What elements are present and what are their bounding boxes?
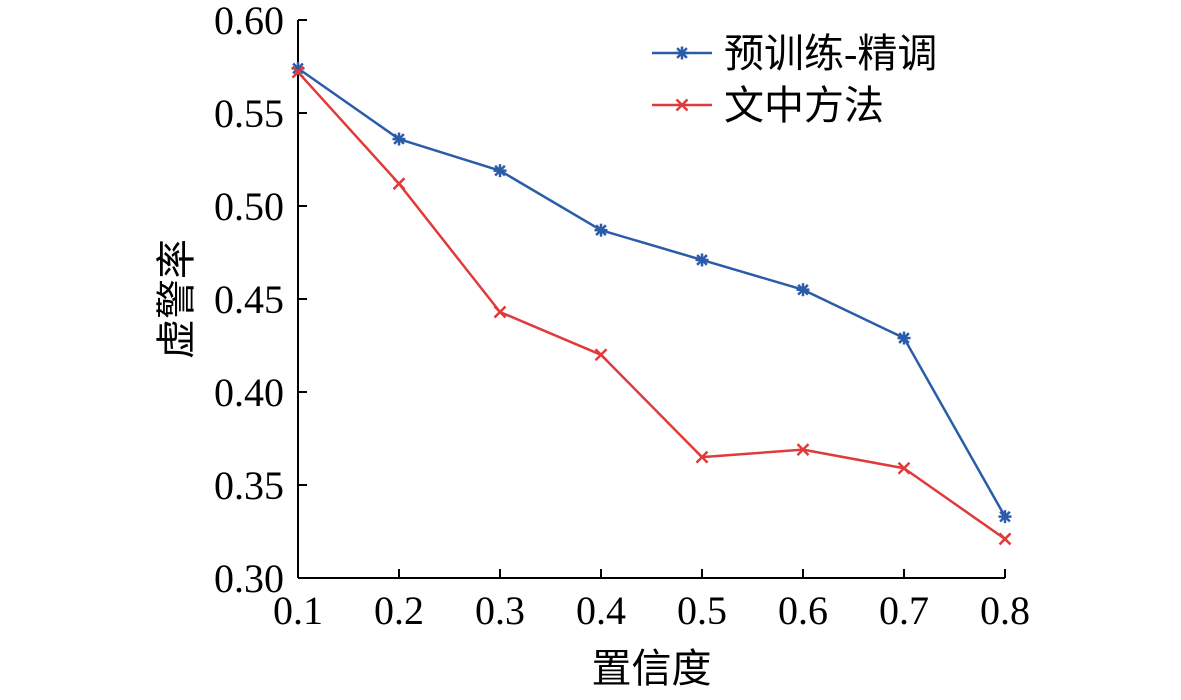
legend-entry-2: 文中方法: [652, 83, 884, 128]
y-tick-label: 0.35: [214, 463, 284, 508]
y-tick-label: 0.45: [214, 277, 284, 322]
y-tick-label: 0.30: [214, 556, 284, 601]
x-tick-label: 0.2: [374, 588, 424, 633]
data-point: [998, 532, 1012, 546]
series-1: [291, 61, 1012, 524]
x-tick-label: 0.4: [576, 588, 626, 633]
x-axis-title: 置信度: [592, 646, 712, 691]
data-point: [392, 177, 406, 191]
series-line: [297, 67, 1007, 518]
legend-marker: [675, 46, 689, 60]
series-2: [291, 65, 1012, 546]
y-tick-label: 0.60: [214, 0, 284, 43]
x-tick-label: 0.6: [778, 588, 828, 633]
x-ticks: 0.1 0.2 0.3 0.4 0.5 0.6 0.7 0.8: [273, 569, 1030, 633]
data-point: [594, 223, 608, 237]
y-tick-label: 0.40: [214, 370, 284, 415]
y-axis-title: 虚警率: [154, 239, 199, 359]
x-tick-label: 0.5: [677, 588, 727, 633]
legend-marker: [675, 98, 689, 112]
y-tick-label: 0.50: [214, 184, 284, 229]
data-point: [392, 132, 406, 146]
data-point: [695, 450, 709, 464]
data-point: [796, 283, 810, 297]
data-point: [493, 164, 507, 178]
legend-label: 文中方法: [724, 83, 884, 128]
data-point: [897, 461, 911, 475]
data-point: [594, 348, 608, 362]
series-line: [297, 71, 1006, 540]
data-point: [695, 253, 709, 267]
y-ticks: 0.30 0.35 0.40 0.45 0.50 0.55 0.60: [214, 0, 307, 601]
x-tick-label: 0.8: [980, 588, 1030, 633]
y-tick-label: 0.55: [214, 91, 284, 136]
x-tick-label: 0.1: [273, 588, 323, 633]
legend-label: 预训练-精调: [724, 31, 937, 76]
data-point: [897, 331, 911, 345]
x-tick-label: 0.7: [879, 588, 929, 633]
x-tick-label: 0.3: [475, 588, 525, 633]
data-point: [998, 510, 1012, 524]
legend-entry-1: 预训练-精调: [652, 31, 937, 76]
data-point: [291, 65, 305, 79]
data-point: [796, 443, 810, 457]
series-layer: [291, 61, 1012, 546]
axes: 0.300.350.400.450.500.550.60 0.1 0.2 0.3 0.…: [214, 0, 1030, 633]
data-point: [493, 305, 507, 319]
